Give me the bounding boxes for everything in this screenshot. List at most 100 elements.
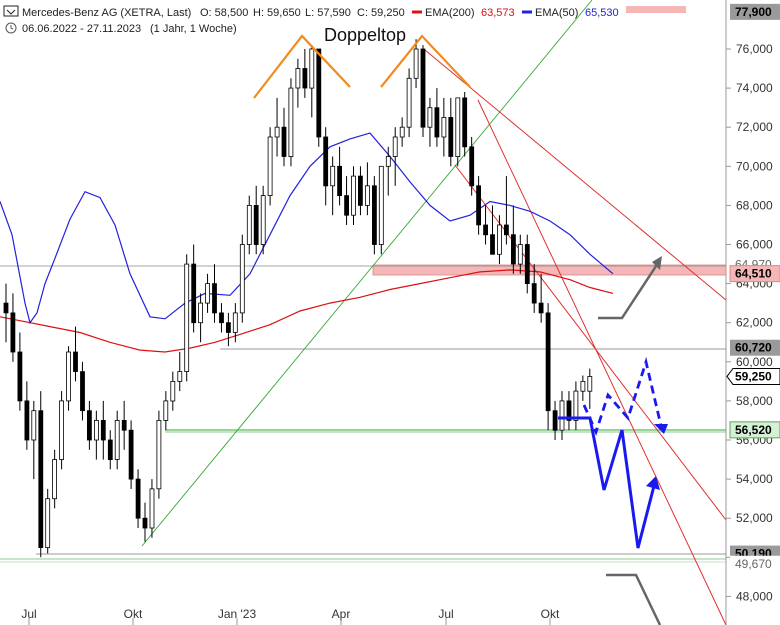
candle-body-down (469, 146, 475, 187)
candle (399, 117, 405, 147)
candle (163, 391, 169, 431)
x-tick-label: Jul (438, 607, 453, 621)
y-tick-label: 58,000 (736, 394, 773, 408)
candle (267, 127, 273, 206)
candle-body-up (274, 126, 280, 138)
candle (476, 176, 482, 235)
y-tick-label: 52,000 (736, 511, 773, 525)
candle-body-down (510, 234, 516, 265)
price-tag: 49,670 (730, 555, 780, 572)
candle-body-down (476, 185, 482, 226)
candle-body-up (114, 419, 120, 460)
candle (260, 185, 266, 255)
candle (38, 391, 44, 558)
candle-body-up (66, 351, 71, 402)
candle-body-down (538, 302, 544, 314)
candle (100, 400, 106, 460)
price-tag-label: 59,250 (735, 369, 772, 383)
candle (392, 127, 398, 186)
candle (413, 39, 419, 89)
chevron-down-icon (6, 9, 16, 15)
candle (66, 346, 71, 411)
candle (455, 97, 461, 167)
price-tag-label: 64,510 (735, 267, 772, 281)
candle-body-down (552, 410, 558, 431)
candle (87, 400, 92, 450)
candle (406, 68, 412, 137)
y-tick-label: 48,000 (736, 589, 773, 603)
candle-body-down (3, 302, 9, 314)
candle-body-up (31, 410, 37, 441)
y-tick-label: 72,000 (736, 120, 773, 134)
x-tick-label: Jul (21, 607, 36, 621)
blue-arrowhead-dashed (654, 424, 668, 434)
candle-body-down (420, 48, 426, 128)
high-value: H: 59,650 (253, 7, 301, 19)
candle (121, 400, 127, 450)
window-toggle-icon[interactable] (3, 5, 19, 17)
candle-body-up (156, 419, 162, 490)
gray-arrowhead-up (652, 256, 662, 270)
candle (149, 479, 155, 538)
date-range: 06.06.2022 - 27.11.2023 (22, 23, 141, 35)
candle-body-up (385, 156, 391, 167)
price-tag: 56,520 (729, 421, 780, 439)
candle-body-up (378, 165, 384, 245)
candle-body-down (524, 244, 530, 284)
candle-body-down (142, 517, 148, 529)
candle-body-down (566, 400, 572, 421)
candle (24, 381, 30, 450)
candle (517, 234, 523, 274)
y-tick-label: 60,000 (736, 355, 773, 369)
candle-body-up (267, 136, 273, 196)
candle-body-down (107, 439, 113, 461)
y-tick-label: 62,000 (736, 316, 773, 330)
candle-body-up (406, 77, 412, 128)
candle (302, 49, 308, 98)
y-tick-label: 74,000 (736, 81, 773, 95)
candle (448, 97, 454, 167)
candle-body-up (94, 419, 99, 441)
candle-body-up (517, 244, 523, 265)
candle (490, 205, 495, 255)
ema200-label: EMA(200) (425, 7, 475, 19)
candle (323, 127, 329, 206)
candle (184, 254, 190, 382)
candle (483, 205, 489, 245)
candle-body-up (580, 380, 586, 392)
candle (3, 283, 9, 343)
candle (566, 391, 572, 431)
candle-body-up (45, 498, 51, 549)
close-value: C: 59,250 (357, 7, 405, 19)
ema50-series (0, 132, 614, 325)
candle-body-down (38, 410, 44, 549)
candle (503, 176, 509, 245)
candle (295, 58, 301, 108)
blue-arrowhead-solid (646, 476, 660, 490)
candle (580, 375, 586, 401)
candle-body-down (253, 204, 259, 245)
x-tick-label: Apr (332, 607, 351, 621)
candle-body-down (10, 312, 16, 353)
candle-body-down (490, 234, 495, 255)
candle (17, 332, 23, 411)
candle (316, 48, 322, 147)
candle-body-down (128, 429, 134, 480)
gray-projection-up (598, 259, 662, 320)
candle-body-down (121, 419, 127, 431)
ema50-line (0, 132, 614, 325)
chart-header: Mercedes-Benz AG (XETRA, Last) O: 58,500… (3, 5, 686, 35)
candle (441, 97, 447, 157)
price-tag: 64,510 (729, 265, 780, 283)
candle-body-up (232, 312, 238, 333)
zone-legend-swatch (626, 6, 686, 13)
candle-body-up (496, 224, 502, 255)
candle-body-up (399, 126, 405, 138)
red-trendline-upper (424, 49, 727, 301)
candle-body-up (392, 136, 398, 157)
candle (573, 381, 579, 431)
candle-body-down (100, 419, 106, 441)
candle-body-down (344, 195, 350, 216)
candle (469, 137, 475, 196)
